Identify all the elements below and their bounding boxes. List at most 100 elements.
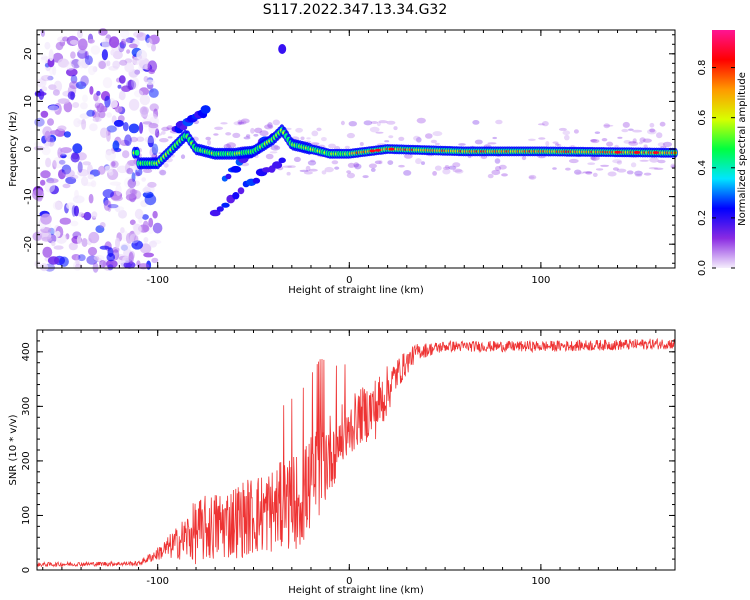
x-tick-label: 100 [531,275,550,286]
haze-blob [648,167,659,170]
noise-blob [149,116,160,126]
snr-ylabel: SNR (10 * v/v) [8,414,19,485]
haze-blob [346,170,351,174]
noise-blob [126,49,131,54]
haze-blob [220,122,228,125]
haze-blob [452,162,461,168]
noise-blob [52,65,57,76]
noise-blob [104,95,111,108]
haze-blob [487,142,497,145]
colorbar: 0.0 0.2 0.4 0.6 0.8 Normalized spectral ampl… [697,30,748,276]
noise-blob [46,178,59,184]
scatter-blob [237,187,245,195]
haze-blob [232,132,241,138]
noise-blob [57,125,67,131]
noise-blob [148,217,154,228]
scatter-blob [232,192,240,200]
noise-blob [70,74,78,84]
haze-blob [537,123,545,126]
noise-blob [107,204,119,209]
noise-blob [34,117,45,127]
noise-blob [81,176,89,187]
x-tick-label: 0 [346,275,352,286]
noise-blob [62,169,75,178]
noise-blob [76,235,82,245]
noise-blob [148,34,160,45]
haze-blob [398,136,405,141]
haze-blob [154,133,162,136]
haze-blob [416,117,426,124]
noise-blob [134,69,141,75]
noise-blob [47,75,54,81]
noise-blob [52,156,64,169]
scatter-blob [209,209,221,217]
noise-blob [70,153,80,163]
noise-blob [99,245,110,250]
noise-blob [55,42,64,51]
haze-blob [354,163,362,170]
noise-blob [49,130,59,135]
noise-blob [117,84,122,89]
noise-blob [113,119,124,127]
haze-blob [416,137,422,143]
haze-blob [240,118,250,124]
noise-blob [147,181,157,188]
haze-blob [310,159,316,163]
noise-blob [111,195,123,202]
noise-blob [80,102,88,110]
noise-blob [62,36,69,42]
noise-blob [72,143,83,154]
scatter-blob [200,105,211,114]
haze-blob [590,139,598,142]
haze-blob [398,164,405,168]
haze-blob [374,160,382,165]
haze-blob [600,164,610,167]
noise-blob [141,118,151,128]
noise-blob [72,102,80,108]
snr-xlabel: Height of straight line (km) [288,585,424,596]
haze-blob [269,151,278,154]
scatter-blob [225,173,232,180]
haze-blob [590,139,600,144]
haze-blob [321,170,327,175]
haze-blob [237,121,245,125]
haze-blob [430,139,437,144]
haze-blob [340,120,345,126]
y-tick-label: 20 [23,47,34,60]
haze-blob [253,133,259,137]
noise-blob [106,259,118,269]
noise-blob [142,220,149,233]
haze-blob [346,172,355,179]
haze-blob [649,122,655,128]
haze-blob [612,159,622,164]
haze-blob [421,161,425,166]
haze-blob [491,169,501,176]
haze-blob [623,140,631,144]
haze-blob [487,173,494,179]
noise-blob [41,75,52,82]
noise-blob [71,205,77,217]
haze-blob [528,174,537,180]
haze-blob [621,128,629,133]
noise-blob [102,77,113,89]
noise-blob [124,134,132,146]
haze-blob [293,156,301,162]
haze-blob [311,130,319,137]
noise-blob [47,57,55,68]
noise-blob [97,165,106,175]
y-tick-label: 10 [23,95,34,108]
noise-blob [77,38,88,51]
haze-blob [653,167,664,170]
noise-blob [63,101,73,113]
noise-blob [136,49,148,61]
noise-blob [147,60,158,73]
haze-blob [306,137,311,140]
haze-blob [432,131,443,137]
noise-blob [139,57,150,70]
haze-blob [328,143,336,149]
haze-blob [442,168,451,175]
noise-blob [126,167,134,175]
noise-blob [47,104,60,111]
noise-blob [63,131,71,138]
haze-blob [616,160,623,165]
